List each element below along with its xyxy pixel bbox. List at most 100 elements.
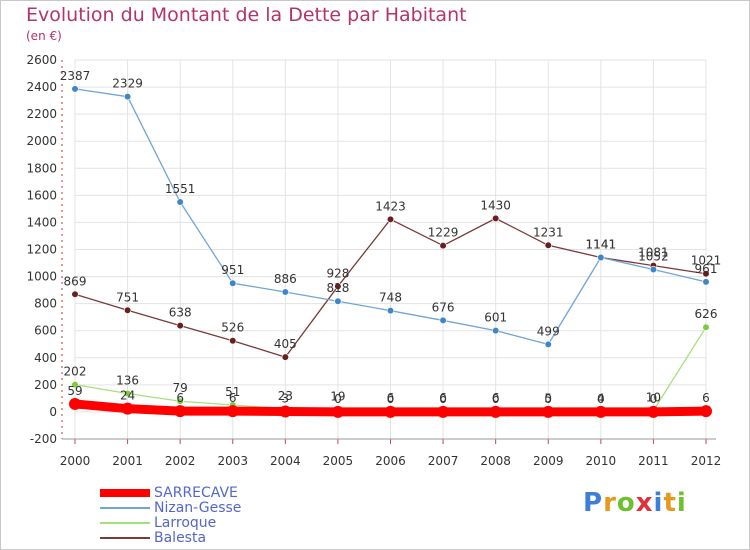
data-label: 6 [176,391,184,405]
x-tick-label: 2011 [638,454,669,468]
data-point [71,290,79,298]
logo-letter: r [603,488,617,518]
data-label: 961 [695,262,718,276]
data-point [123,389,132,398]
data-point [281,353,289,361]
legend-label: Balesta [154,529,207,546]
data-label: 638 [169,306,192,320]
data-label: 1141 [586,237,617,251]
legend-swatch [100,536,150,539]
data-point [334,297,342,305]
data-label: 1081 [638,246,669,260]
data-point [386,215,395,223]
data-label: 2387 [60,69,91,83]
data-point [121,402,134,415]
data-point [279,405,292,418]
chart-title: Evolution du Montant de la Dette par Hab… [26,4,467,26]
data-label: 526 [221,321,244,335]
data-point [176,397,184,405]
y-tick-label: 1800 [26,161,57,175]
data-point [489,405,502,418]
data-point [597,253,605,262]
data-label: 951 [221,263,244,277]
legend-swatch [100,506,150,509]
data-point [437,405,450,418]
legend-swatch [100,488,150,497]
x-tick-label: 2000 [60,454,91,468]
x-tick-label: 2004 [270,454,301,468]
data-label: 1231 [533,225,564,239]
data-label: 499 [537,324,560,338]
y-tick-label: 2600 [26,53,57,67]
data-point [439,241,447,250]
data-point [71,380,79,389]
data-label: 19 [330,389,345,403]
x-tick-label: 2008 [480,454,511,468]
data-point [594,405,607,418]
data-point [649,265,658,274]
legend-item-balesta: Balesta [100,529,241,546]
data-point [386,307,395,315]
legend-label: Larroque [154,514,217,531]
data-point [702,270,710,278]
data-label: 818 [326,281,349,295]
data-label: 4 [597,391,605,405]
data-label: 6 [439,391,447,405]
legend-label: SARRECAVE [154,484,238,501]
data-label: 10 [646,391,661,405]
y-tick-label: 2000 [26,134,57,148]
data-point [226,405,239,418]
data-point [700,405,712,418]
y-tick-label: 200 [34,378,57,392]
data-label: 886 [274,272,297,286]
data-label: 1423 [375,199,406,213]
data-label: 6 [229,391,237,405]
legend-item-larroque: Larroque [100,514,241,531]
data-label: 1551 [165,182,196,196]
data-label: 0 [439,392,447,406]
data-label: 1141 [586,237,617,251]
legend-label: Nizan-Gesse [154,499,242,516]
y-tick-label: 800 [34,297,57,311]
logo-letter: P [583,488,604,518]
data-label: 601 [484,311,507,325]
data-label: 5 [544,391,552,405]
data-label: 1021 [691,254,722,268]
data-point [384,405,397,418]
data-label: 59 [67,384,82,398]
data-point [331,405,344,418]
chart-subtitle: (en €) [26,29,62,43]
data-label: 869 [64,274,87,288]
data-label: 928 [326,266,349,280]
data-point [702,278,710,286]
logo-letter: o [616,488,636,518]
y-tick-label: 400 [34,351,57,365]
data-point [702,323,710,331]
logo-letter: t [663,488,677,518]
x-tick-label: 2006 [375,454,406,468]
data-point [229,337,237,345]
data-label: 202 [64,365,87,379]
x-tick-label: 2005 [323,454,354,468]
logo-letter: i [653,488,664,518]
data-label: 0 [650,392,658,406]
data-point [123,306,132,314]
y-tick-label: 1000 [26,270,57,284]
data-label: 0 [597,392,605,406]
data-labels: 59 24 6 6 3 0 0 0 0 0 0 0 62387232915519518868187486… [60,69,722,406]
y-tick-label: 1600 [26,188,57,202]
y-tick-label: 600 [34,324,57,338]
data-label: 0 [334,392,342,406]
data-label: 751 [116,290,139,304]
logo-letter: i [676,488,687,518]
data-label: 23 [278,389,293,403]
legend: SARRECAVE Nizan-Gesse Larroque Balesta [100,484,242,546]
data-point [281,288,289,296]
legend-item-sarrecave: SARRECAVE [100,484,241,501]
data-label: 0 [492,392,500,406]
data-label: 1229 [428,226,459,240]
data-point [542,405,555,418]
data-point [123,93,132,101]
